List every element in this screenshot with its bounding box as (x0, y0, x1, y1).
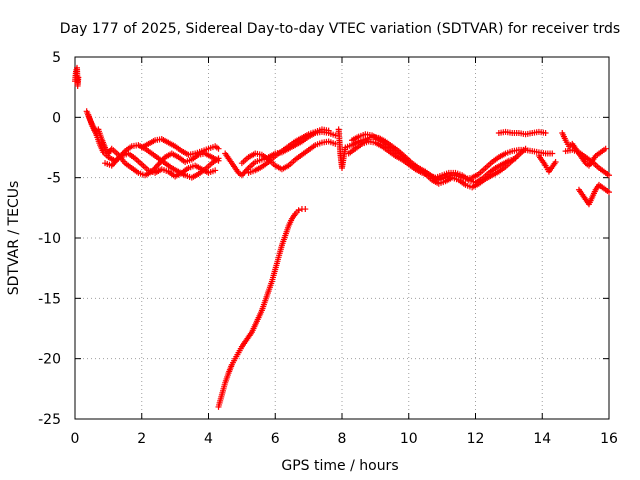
y-tick-label: 0 (52, 110, 61, 126)
series-track-f (238, 138, 339, 173)
data-point (606, 172, 612, 179)
y-tick-label: -15 (38, 291, 61, 307)
data-point (295, 207, 302, 214)
data-point (212, 167, 219, 174)
series-track-m (559, 130, 609, 169)
y-tick-label: -20 (38, 352, 61, 368)
series-track-l (535, 152, 559, 175)
data-point (606, 189, 612, 196)
series-track-b (85, 111, 222, 179)
x-tick-label: 6 (271, 431, 280, 447)
series-track-j (349, 131, 529, 191)
y-tick-label: -5 (47, 171, 61, 187)
data-point (215, 155, 222, 162)
data-point (549, 150, 556, 157)
y-tick-label: 5 (52, 50, 61, 66)
x-tick-label: 0 (71, 431, 80, 447)
y-tick-label: -25 (38, 412, 61, 428)
x-tick-label: 14 (533, 431, 551, 447)
series-early (72, 64, 82, 89)
series-track-g (245, 126, 332, 176)
data-point (75, 74, 82, 81)
data-point (522, 145, 529, 152)
data-marks (72, 64, 612, 410)
x-tick-label: 12 (467, 431, 485, 447)
x-tick-label: 2 (137, 431, 146, 447)
chart-title: Day 177 of 2025, Sidereal Day-to-day VTE… (60, 21, 620, 37)
series-track-c (102, 142, 222, 181)
x-tick-label: 8 (338, 431, 347, 447)
axis-ticks: 0 2 4 6 8 10 12 14 16 5 0 -5 -10 -15 -20 -25 (38, 50, 618, 447)
y-axis-label: SDTVAR / TECUs (6, 181, 22, 296)
data-point (542, 130, 549, 137)
x-axis-label: GPS time / hours (281, 458, 398, 474)
y-tick-label: -10 (38, 231, 61, 247)
series-track-d (138, 136, 222, 158)
data-point (602, 145, 609, 152)
data-point (215, 145, 222, 152)
series-track-k (495, 128, 549, 138)
series-steep-track (215, 206, 309, 410)
data-point (325, 127, 332, 134)
x-tick-label: 4 (204, 431, 213, 447)
data-point (552, 158, 559, 165)
grid-lines (75, 57, 609, 419)
x-tick-label: 10 (400, 431, 418, 447)
x-tick-label: 16 (600, 431, 618, 447)
series-track-o (575, 181, 612, 208)
series-track-n (562, 146, 612, 179)
data-point (302, 206, 309, 213)
